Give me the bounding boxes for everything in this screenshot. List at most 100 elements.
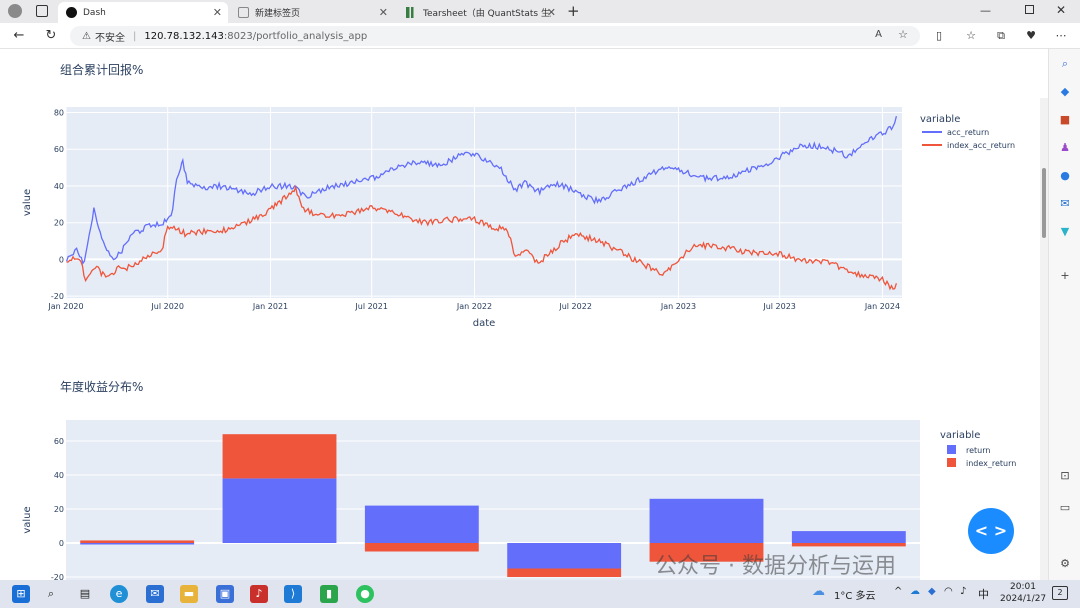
bar-return xyxy=(649,498,764,543)
tab-actions-icon[interactable] xyxy=(36,5,48,17)
tab-dash[interactable]: Dash ✕ xyxy=(58,2,228,23)
file-explorer-icon[interactable]: ▬ xyxy=(180,585,198,603)
more-menu-icon[interactable]: ⋯ xyxy=(1055,29,1067,42)
store-icon[interactable]: ▣ xyxy=(216,585,234,603)
dash-favicon-icon xyxy=(66,7,77,18)
screenshot-icon[interactable]: ⊡ xyxy=(1060,469,1070,482)
dev-tools-button[interactable]: < > xyxy=(968,508,1014,554)
volume-icon[interactable]: ♪ xyxy=(960,586,967,597)
legend-entry: acc_return xyxy=(947,128,989,137)
chart-title: 组合累计回报% xyxy=(60,63,144,77)
add-icon[interactable]: + xyxy=(1060,269,1070,282)
cumulative-return-chart[interactable]: Jan 2020 Jul 2020 Jan 2021 Jul 2021 Jan 2022… xyxy=(0,49,1040,339)
y-tick-label: 40 xyxy=(54,182,64,191)
url-path: :8023/portfolio_analysis_app xyxy=(223,30,368,42)
page-scrollbar[interactable] xyxy=(1040,98,1048,580)
search-icon[interactable]: ⌕ xyxy=(47,587,55,600)
mail-icon[interactable]: ✉ xyxy=(146,585,164,603)
read-aloud-icon[interactable]: A xyxy=(875,29,882,40)
edge-sidebar: ⌕ ◆ ■ ♟ ● ✉ ▼ + ⊡ ▭ ⚙ xyxy=(1048,49,1080,580)
new-tab-button[interactable]: + xyxy=(567,2,580,20)
y-tick-label: 20 xyxy=(54,219,64,228)
close-icon[interactable]: ✕ xyxy=(546,6,556,19)
refresh-icon[interactable]: ↻ xyxy=(45,28,57,43)
legend-entry: return xyxy=(966,446,990,455)
office-icon[interactable]: ● xyxy=(1060,169,1070,182)
vscode-icon[interactable]: ⟩ xyxy=(284,585,302,603)
legend-entry: index_return xyxy=(966,459,1016,468)
scrollbar-thumb[interactable] xyxy=(1042,168,1046,238)
x-tick-label: Jul 2020 xyxy=(150,302,184,311)
y-tick-label: 60 xyxy=(54,145,64,154)
url-host: 120.78.132.143 xyxy=(144,30,224,42)
split-screen-icon[interactable]: ▯ xyxy=(935,29,943,42)
ime-indicator[interactable]: 中 xyxy=(978,588,989,601)
url-field[interactable]: ⚠ 不安全 | 120.78.132.143 :8023/portfolio_a… xyxy=(70,26,920,46)
legend-swatch xyxy=(947,445,956,454)
series-line-acc_return xyxy=(65,116,898,265)
netease-music-icon[interactable]: ♪ xyxy=(250,585,268,603)
favorite-star-icon[interactable]: ☆ xyxy=(898,28,908,41)
legend-entry: index_acc_return xyxy=(947,141,1015,150)
minimize-icon[interactable]: — xyxy=(980,4,991,17)
tab-tearsheet[interactable]: Tearsheet（由 QuantStats 生成） ✕ xyxy=(398,2,562,23)
wifi-icon[interactable]: ◠ xyxy=(944,586,953,597)
x-tick-label: Jul 2023 xyxy=(762,302,796,311)
extension-icon[interactable]: ♥ xyxy=(1026,29,1036,42)
tab-bar: Dash ✕ 新建标签页 ✕ Tearsheet（由 QuantStats 生成… xyxy=(0,0,1080,23)
close-icon[interactable]: ✕ xyxy=(378,6,388,19)
profile-avatar-icon[interactable] xyxy=(8,4,22,18)
y-tick-label: 0 xyxy=(59,539,64,548)
collections-icon[interactable]: ⧉ xyxy=(997,29,1005,42)
toolbox-icon[interactable]: ■ xyxy=(1059,113,1071,126)
maximize-icon[interactable] xyxy=(1025,5,1034,14)
y-tick-label: -20 xyxy=(51,292,64,301)
bar-return xyxy=(80,543,195,545)
bar-return xyxy=(364,505,479,543)
tray-app-icon[interactable]: ◆ xyxy=(928,586,936,597)
wechat-icon[interactable]: ● xyxy=(356,585,374,603)
tab-label: Dash xyxy=(83,7,106,18)
settings-icon[interactable]: ⚙ xyxy=(1060,557,1070,570)
back-icon[interactable]: ← xyxy=(13,28,25,43)
close-icon[interactable]: ✕ xyxy=(212,6,222,19)
task-view-icon[interactable]: ▤ xyxy=(79,587,91,600)
bar-return xyxy=(507,543,622,569)
annual-return-chart[interactable]: -20 0 20 40 60 value variable return index_retur… xyxy=(0,400,1040,580)
bar-index_return xyxy=(649,543,764,562)
bar-index_return xyxy=(222,434,337,479)
time: 20:01 xyxy=(1010,582,1036,592)
close-window-icon[interactable]: ✕ xyxy=(1056,3,1067,17)
cloud-icon[interactable]: ☁ xyxy=(910,586,920,597)
security-label: 不安全 xyxy=(94,32,125,44)
chevron-up-icon[interactable]: ^ xyxy=(894,586,903,597)
page-content: 组合累计回报% Jan 2020 Jul 2020 Jan 2021 Jul 2021… xyxy=(0,49,1048,580)
x-tick-label: Jan 2021 xyxy=(252,302,288,311)
date: 2024/1/27 xyxy=(1000,594,1047,604)
x-tick-label: Jul 2021 xyxy=(354,302,388,311)
search-icon[interactable]: ⌕ xyxy=(1061,57,1069,70)
legend-title: variable xyxy=(940,430,980,441)
y-tick-label: 20 xyxy=(54,505,64,514)
terminal-icon[interactable]: ▮ xyxy=(320,585,338,603)
drop-icon[interactable]: ▼ xyxy=(1060,225,1070,238)
notifications-badge[interactable]: 2 xyxy=(1052,586,1068,600)
x-tick-label: Jul 2022 xyxy=(558,302,592,311)
windows-start-icon[interactable]: ⊞ xyxy=(12,585,30,603)
tab-new-tab[interactable]: 新建标签页 ✕ xyxy=(230,2,394,23)
x-tick-label: Jan 2024 xyxy=(864,302,900,311)
weather-text[interactable]: 1°C 多云 xyxy=(834,591,876,602)
weather-icon[interactable]: ☁ xyxy=(812,584,825,599)
bar-index_return xyxy=(791,543,906,547)
url-divider: | xyxy=(132,30,137,42)
taskbar: ⊞ ⌕ ▤ e ✉ ▬ ▣ ♪ ⟩ ▮ ● ☁ 1°C 多云 ^ ☁ ◆ ◠ ♪… xyxy=(0,580,1080,608)
edge-browser-icon[interactable]: e xyxy=(110,585,128,603)
favorites-icon[interactable]: ☆ xyxy=(966,29,976,42)
tag-icon[interactable]: ◆ xyxy=(1060,85,1070,98)
games-icon[interactable]: ♟ xyxy=(1060,141,1070,154)
y-tick-label: 40 xyxy=(54,471,64,480)
outlook-icon[interactable]: ✉ xyxy=(1060,197,1070,210)
clock[interactable]: 20:01 2024/1/27 xyxy=(1000,581,1046,605)
y-axis-label: value xyxy=(22,506,33,533)
split-icon[interactable]: ▭ xyxy=(1059,501,1071,514)
